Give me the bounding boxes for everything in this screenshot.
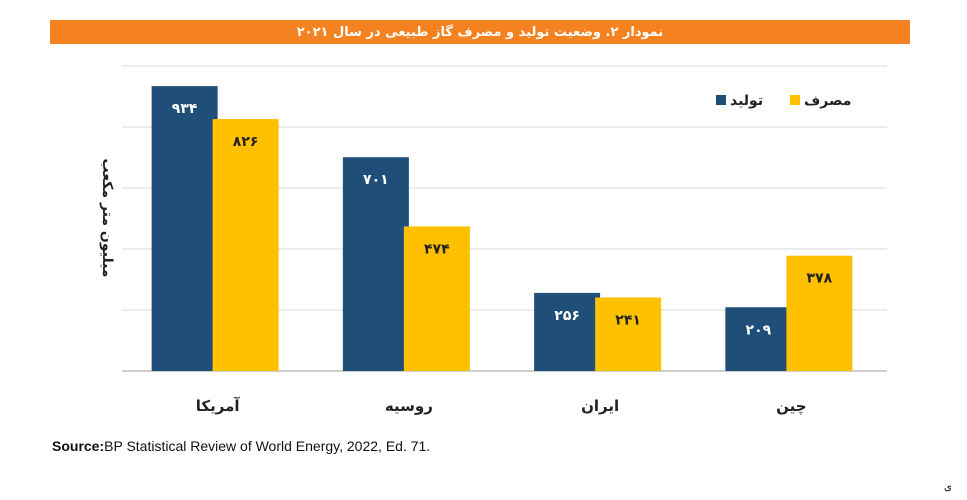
- data-label: ۲۴۱: [615, 312, 641, 328]
- y-axis-label: میلیون متر مکعب: [99, 159, 115, 278]
- legend-swatch: [790, 95, 800, 105]
- legend-label: تولید: [730, 93, 763, 109]
- category-label: ایران: [581, 397, 619, 415]
- bar: [595, 297, 662, 371]
- data-label: ۹۳۴: [172, 101, 198, 117]
- legend-label: مصرف: [804, 93, 851, 109]
- data-label: ۷۰۱: [363, 172, 389, 188]
- bar: [212, 119, 279, 371]
- category-label: چین: [776, 397, 806, 416]
- legend: تولید مصرف: [716, 93, 851, 109]
- data-label: ۳۷۸: [807, 271, 833, 287]
- data-labels: ۹۳۴ ۸۲۶ ۷۰۱ ۴۷۴ ۲۵۶ ۲۴۱ ۲۰۹ ۳۷۸: [172, 101, 833, 338]
- data-label: ۲۵۶: [554, 308, 580, 324]
- category-label: آمریکا: [196, 397, 241, 415]
- data-label: ۸۲۶: [233, 134, 259, 150]
- data-label: ۲۰۹: [746, 322, 772, 338]
- source-note: Source:BP Statistical Review of World En…: [52, 438, 430, 454]
- corner-text: ی: [944, 482, 952, 493]
- category-labels: آمریکا روسیه ایران چین: [196, 397, 807, 416]
- data-label: ۴۷۴: [424, 241, 450, 257]
- source-text: BP Statistical Review of World Energy, 2…: [104, 438, 431, 454]
- legend-swatch: [716, 95, 726, 105]
- bar: [151, 86, 218, 371]
- bar: [534, 292, 601, 371]
- source-label: Source:: [52, 438, 105, 454]
- bar: [786, 255, 853, 371]
- bars: [151, 86, 853, 371]
- bar: [403, 226, 470, 371]
- bar: [725, 307, 792, 371]
- category-label: روسیه: [385, 397, 433, 415]
- chart-title: نمودار ۲. وضعیت تولید و مصرف گاز طبیعی د…: [50, 20, 910, 44]
- bar: [342, 157, 409, 371]
